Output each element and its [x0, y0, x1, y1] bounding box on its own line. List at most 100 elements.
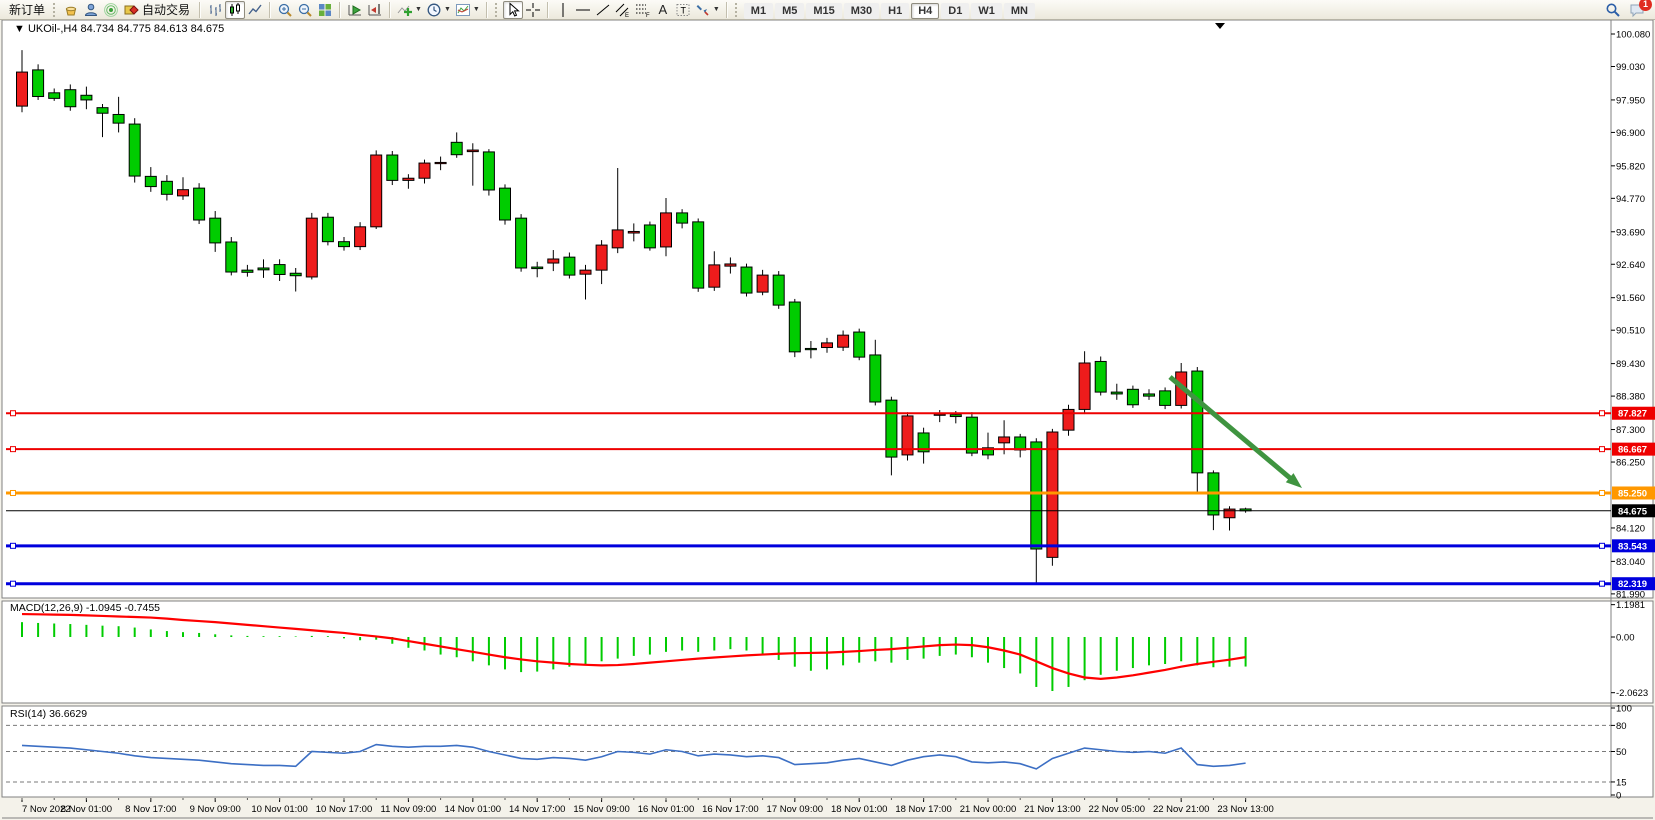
candle-body: [643, 224, 656, 249]
candle-body: [676, 212, 689, 224]
candle-body: [32, 69, 45, 98]
candle-body: [660, 212, 672, 248]
zoom-out-button[interactable]: [295, 1, 315, 19]
line-handle[interactable]: [10, 542, 16, 549]
candle-body: [998, 436, 1011, 444]
crosshair-tool-button[interactable]: [523, 1, 543, 19]
text-icon: A: [658, 1, 668, 17]
date-label: 14 Nov 17:00: [509, 804, 566, 815]
price-tick-label: 84.120: [1616, 523, 1645, 534]
price-tick-label: 94.770: [1616, 194, 1645, 205]
text-label-icon: T: [675, 2, 691, 18]
toolbar-grip: [734, 2, 740, 17]
vertical-line-icon: [555, 2, 571, 18]
vertical-line-tool-button[interactable]: [553, 1, 573, 19]
autotrade-button[interactable]: 自动交易: [121, 1, 195, 19]
trendline-tool-button[interactable]: [593, 1, 613, 19]
candle-body: [965, 416, 978, 454]
date-label: 10 Nov 01:00: [251, 804, 308, 815]
candle-body: [1078, 362, 1091, 410]
line-chart-button[interactable]: [245, 1, 265, 19]
rsi-tick-label: 15: [1616, 777, 1627, 788]
line-handle[interactable]: [1599, 542, 1605, 549]
candle-body: [837, 334, 850, 348]
line-handle[interactable]: [10, 580, 16, 587]
candle-body: [804, 347, 817, 351]
new-order-button[interactable]: 新订单: [4, 1, 50, 19]
timeframe-m15-button[interactable]: M15: [806, 2, 842, 19]
zoom-in-button[interactable]: [275, 1, 295, 19]
trend-arrow[interactable]: [1168, 375, 1292, 480]
line-handle[interactable]: [1599, 446, 1605, 453]
paint-bucket-button[interactable]: [61, 1, 81, 19]
autotrade-icon: [123, 2, 139, 18]
date-label: 10 Nov 17:00: [316, 804, 373, 815]
candle-body: [418, 162, 431, 179]
templates-button[interactable]: ▼: [453, 1, 482, 19]
candle-body: [16, 71, 28, 107]
candle-body: [531, 266, 544, 270]
timeframe-mn-button[interactable]: MN: [1003, 2, 1035, 19]
chart-shift-button[interactable]: [365, 1, 385, 19]
timeframe-h1-button[interactable]: H1: [881, 2, 910, 19]
line-handle[interactable]: [1599, 580, 1605, 587]
periods-button[interactable]: ▼: [424, 1, 453, 19]
price-tick-label: 81.990: [1616, 589, 1645, 600]
price-flag-label: 87.827: [1618, 409, 1647, 420]
dropdown-caret-icon: ▼: [443, 6, 451, 13]
signals-icon: [103, 2, 119, 18]
price-flag-label: 86.667: [1618, 445, 1647, 456]
search-button[interactable]: [1603, 1, 1623, 19]
channel-tool-button[interactable]: E: [613, 1, 633, 19]
signals-button[interactable]: [101, 1, 121, 19]
timeframe-h4-button[interactable]: H4: [911, 2, 940, 19]
channel-letter: E: [625, 13, 629, 18]
support-button[interactable]: [81, 1, 101, 19]
tile-windows-button[interactable]: [315, 1, 335, 19]
candlestick-chart-icon: [227, 2, 243, 18]
dropdown-caret-icon: ▼: [415, 6, 422, 13]
trend-arrow-head[interactable]: [1285, 473, 1302, 488]
bar-chart-icon: [207, 2, 223, 18]
cursor-tool-button[interactable]: [502, 0, 523, 19]
candle-body: [563, 256, 576, 276]
candle-body: [515, 217, 528, 269]
horizontal-line-tool-button[interactable]: [573, 1, 593, 19]
text-label-tool-button[interactable]: T: [673, 1, 693, 19]
rsi-tick-label: 50: [1616, 747, 1627, 758]
fibonacci-tool-button[interactable]: F: [633, 1, 653, 19]
candlestick-chart-button[interactable]: [225, 0, 246, 19]
arrows-tool-button[interactable]: ▼: [693, 1, 722, 19]
paint-bucket-icon: [63, 2, 79, 18]
candle-body: [949, 414, 962, 418]
timeframe-m30-button[interactable]: M30: [843, 2, 880, 19]
candle-body: [1223, 508, 1236, 519]
line-handle[interactable]: [1599, 489, 1605, 496]
indicators-button[interactable]: ▼: [395, 1, 424, 19]
notifications-button[interactable]: 1: [1629, 0, 1652, 18]
date-label: 18 Nov 01:00: [831, 804, 888, 815]
auto-scroll-button[interactable]: [345, 1, 365, 19]
timeframe-m5-button[interactable]: M5: [775, 2, 805, 19]
timeframe-m1-button[interactable]: M1: [743, 2, 774, 19]
line-handle[interactable]: [10, 446, 16, 453]
candle-body: [209, 217, 222, 244]
timeframe-toolbar: M1 M5 M15 M30 H1 H4 D1 W1 MN: [743, 1, 1036, 19]
timeframe-w1-button[interactable]: W1: [971, 2, 1002, 19]
line-handle[interactable]: [10, 410, 16, 417]
trendline-icon: [595, 2, 611, 18]
candle-body: [482, 151, 495, 191]
line-handle[interactable]: [10, 489, 16, 496]
candle-body: [692, 221, 705, 289]
text-tool-button[interactable]: A: [653, 1, 673, 19]
bar-chart-button[interactable]: [205, 1, 225, 19]
line-handle[interactable]: [1599, 410, 1605, 417]
candle-body: [1110, 391, 1123, 395]
candle-body: [708, 264, 721, 288]
macd-layer: [21, 612, 1247, 691]
timeframe-d1-button[interactable]: D1: [941, 2, 970, 19]
candle-body: [289, 272, 302, 277]
autotrade-label: 自动交易: [142, 3, 191, 17]
chart-shift-marker[interactable]: [1215, 23, 1225, 29]
